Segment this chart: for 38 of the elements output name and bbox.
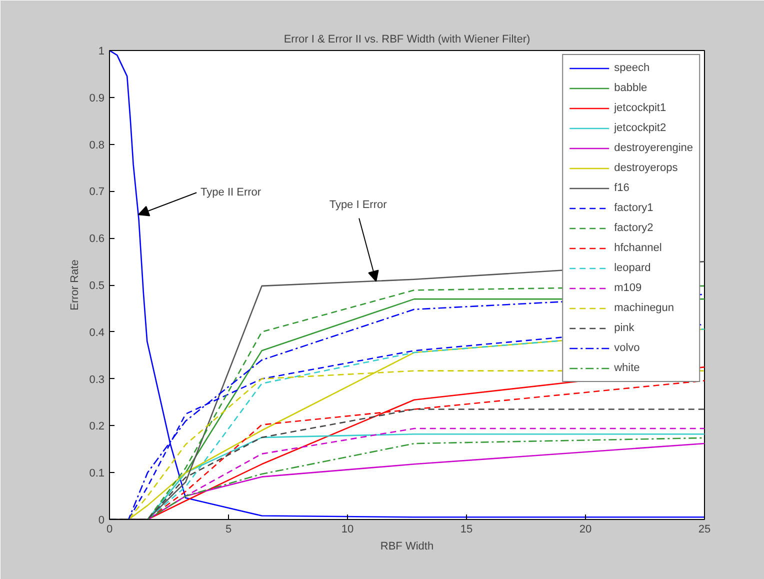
y-tick-label: 0.9 bbox=[89, 92, 105, 104]
y-tick-label: 0.5 bbox=[89, 280, 105, 292]
x-tick-label: 15 bbox=[460, 524, 473, 536]
legend-label: machinegun bbox=[614, 301, 674, 315]
x-tick-label: 10 bbox=[341, 524, 354, 536]
y-axis-title: Error Rate bbox=[69, 260, 82, 310]
legend-label: destroyerengine bbox=[614, 141, 693, 155]
legend-label: factory2 bbox=[614, 221, 654, 235]
chart-title: Error I & Error II vs. RBF Width (with Wiener Filter) bbox=[284, 34, 530, 46]
y-tick-label: 0.6 bbox=[89, 233, 105, 246]
legend-label: jetcockpit2 bbox=[614, 121, 666, 135]
legend-label: factory1 bbox=[614, 201, 654, 215]
legend-label: pink bbox=[614, 321, 634, 335]
y-tick-label: 0.2 bbox=[89, 420, 105, 433]
legend-label: leopard bbox=[614, 261, 651, 275]
legend-label: volvo bbox=[614, 341, 640, 355]
annotation: Type II Error bbox=[200, 186, 262, 199]
legend-label: m109 bbox=[614, 281, 642, 295]
y-tick-label: 0.1 bbox=[89, 468, 105, 480]
x-tick-label: 5 bbox=[225, 524, 232, 536]
legend-label: babble bbox=[614, 81, 648, 95]
y-tick-label: 0.3 bbox=[89, 374, 105, 386]
x-tick-label: 25 bbox=[698, 524, 711, 536]
legend-label: white bbox=[614, 361, 640, 375]
legend-label: hfchannel bbox=[614, 241, 662, 255]
y-tick-label: 0.7 bbox=[89, 186, 105, 198]
legend-label: f16 bbox=[614, 181, 630, 195]
x-tick-label: 0 bbox=[106, 524, 113, 536]
y-tick-label: 1 bbox=[98, 46, 105, 58]
x-tick-label: 20 bbox=[579, 524, 592, 536]
legend-label: destroyerops bbox=[614, 161, 678, 175]
y-tick-label: 0.8 bbox=[89, 139, 105, 152]
y-tick-label: 0.4 bbox=[89, 326, 105, 339]
y-tick-label: 0 bbox=[98, 514, 105, 526]
x-axis-title: RBF Width bbox=[380, 540, 434, 552]
legend-label: speech bbox=[614, 61, 650, 75]
legend-label: jetcockpit1 bbox=[614, 101, 666, 115]
annotation: Type I Error bbox=[329, 199, 388, 212]
